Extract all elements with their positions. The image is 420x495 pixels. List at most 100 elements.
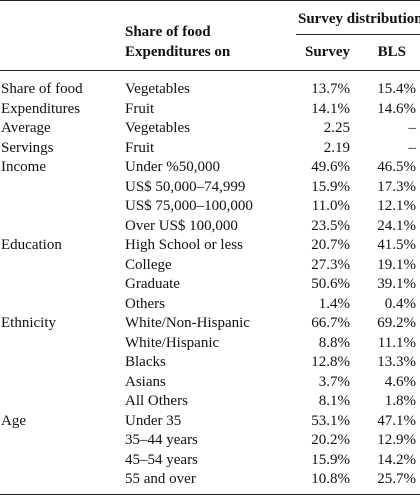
row-survey-value: 23.5% bbox=[311, 217, 350, 234]
header-bottom-rule bbox=[0, 70, 420, 71]
row-category-label: White/Hispanic bbox=[125, 334, 220, 351]
row-bls-value: 25.7% bbox=[377, 471, 416, 487]
header-survey-distribution: Survey distribution bbox=[298, 11, 420, 27]
row-group-label: Share of food bbox=[1, 81, 83, 97]
table-row: White/Hispanic 8.8% 11.1% bbox=[0, 333, 420, 353]
row-category-label: Fruit bbox=[125, 139, 155, 156]
row-survey-value: 8.8% bbox=[318, 334, 350, 351]
row-bls-value: 12.9% bbox=[377, 432, 416, 448]
row-bls-value: 19.1% bbox=[377, 256, 416, 273]
table-row: US$ 75,000–100,000 11.0% 12.1% bbox=[0, 196, 420, 216]
row-bls-value: 1.8% bbox=[384, 393, 416, 409]
table-row: Share of food Vegetables 13.7% 15.4% bbox=[0, 79, 420, 99]
row-survey-value: 14.1% bbox=[311, 100, 350, 117]
row-category-label: Fruit bbox=[125, 100, 155, 117]
row-group-label: Income bbox=[1, 159, 46, 175]
row-survey-value: 10.8% bbox=[311, 471, 350, 487]
table-row: College 27.3% 19.1% bbox=[0, 255, 420, 275]
row-category-label: High School or less bbox=[125, 237, 243, 253]
row-category-label: US$ 50,000–74,999 bbox=[125, 178, 246, 195]
row-survey-value: 2.25 bbox=[323, 120, 350, 136]
row-category-label: Graduate bbox=[125, 276, 180, 292]
table-row: US$ 50,000–74,999 15.9% 17.3% bbox=[0, 177, 420, 197]
table-row: Graduate 50.6% 39.1% bbox=[0, 274, 420, 294]
table-row: Ethnicity White/Non-Hispanic 66.7% 69.2% bbox=[0, 313, 420, 333]
row-survey-value: 15.9% bbox=[311, 178, 350, 195]
row-bls-value: 47.1% bbox=[377, 412, 416, 429]
row-bls-value: 15.4% bbox=[377, 81, 416, 97]
row-group-label: Expenditures bbox=[1, 100, 81, 117]
row-survey-value: 11.0% bbox=[311, 198, 350, 214]
row-group-label: Servings bbox=[1, 139, 54, 156]
row-bls-value: 46.5% bbox=[377, 159, 416, 175]
row-category-label: College bbox=[125, 256, 172, 273]
row-bls-value: 17.3% bbox=[377, 178, 416, 195]
row-category-label: Others bbox=[125, 295, 165, 312]
row-category-label: Vegetables bbox=[125, 81, 190, 97]
row-bls-value: 4.6% bbox=[384, 373, 416, 390]
row-survey-value: 1.4% bbox=[318, 295, 350, 312]
table-row: Servings Fruit 2.19 – bbox=[0, 138, 420, 158]
table-row: Blacks 12.8% 13.3% bbox=[0, 352, 420, 372]
header-category-line2: Expenditures on bbox=[125, 44, 231, 60]
row-bls-value: 12.1% bbox=[377, 198, 416, 214]
row-survey-value: 50.6% bbox=[311, 276, 350, 292]
row-category-label: US$ 75,000–100,000 bbox=[125, 198, 253, 214]
header-category-line1: Share of food bbox=[125, 24, 211, 40]
row-bls-value: 39.1% bbox=[377, 276, 416, 292]
table-row: Asians 3.7% 4.6% bbox=[0, 372, 420, 392]
header-bls: BLS bbox=[377, 44, 406, 60]
row-category-label: Over US$ 100,000 bbox=[125, 217, 238, 234]
row-group-label: Education bbox=[1, 237, 62, 253]
row-category-label: 55 and over bbox=[125, 471, 196, 487]
row-survey-value: 8.1% bbox=[318, 393, 350, 409]
row-category-label: White/Non-Hispanic bbox=[125, 315, 250, 331]
table-row: Expenditures Fruit 14.1% 14.6% bbox=[0, 99, 420, 119]
row-survey-value: 53.1% bbox=[311, 412, 350, 429]
row-bls-value: 24.1% bbox=[377, 217, 416, 234]
row-category-label: Blacks bbox=[125, 354, 166, 370]
table-row: Income Under %50,000 49.6% 46.5% bbox=[0, 157, 420, 177]
table-row: 35–44 years 20.2% 12.9% bbox=[0, 430, 420, 450]
table-row: 45–54 years 15.9% 14.2% bbox=[0, 450, 420, 470]
row-survey-value: 49.6% bbox=[311, 159, 350, 175]
row-survey-value: 2.19 bbox=[323, 139, 350, 156]
row-category-label: Under %50,000 bbox=[125, 159, 220, 175]
row-bls-value: 0.4% bbox=[384, 295, 416, 312]
row-bls-value: 11.1% bbox=[377, 334, 416, 351]
row-bls-value: 14.6% bbox=[377, 100, 416, 117]
table-row: Age Under 35 53.1% 47.1% bbox=[0, 411, 420, 431]
row-category-label: Vegetables bbox=[125, 120, 190, 136]
row-category-label: 35–44 years bbox=[125, 432, 198, 448]
row-bls-value: – bbox=[408, 120, 417, 136]
row-bls-value: 69.2% bbox=[377, 315, 416, 331]
row-bls-value: 13.3% bbox=[377, 354, 416, 370]
row-survey-value: 20.7% bbox=[311, 237, 350, 253]
row-group-label: Average bbox=[1, 120, 51, 136]
row-survey-value: 13.7% bbox=[311, 81, 350, 97]
row-category-label: All Others bbox=[125, 393, 188, 409]
table-row: Others 1.4% 0.4% bbox=[0, 294, 420, 314]
row-bls-value: 14.2% bbox=[377, 451, 416, 468]
table-top-rule bbox=[0, 0, 420, 1]
header-survey: Survey bbox=[305, 44, 350, 60]
table-row: 55 and over 10.8% 25.7% bbox=[0, 469, 420, 489]
row-group-label: Age bbox=[1, 412, 26, 429]
row-survey-value: 12.8% bbox=[311, 354, 350, 370]
row-category-label: 45–54 years bbox=[125, 451, 198, 468]
row-survey-value: 20.2% bbox=[311, 432, 350, 448]
row-category-label: Under 35 bbox=[125, 412, 182, 429]
table-row: Average Vegetables 2.25 – bbox=[0, 118, 420, 138]
table-row: Education High School or less 20.7% 41.5% bbox=[0, 235, 420, 255]
table-row: All Others 8.1% 1.8% bbox=[0, 391, 420, 411]
row-category-label: Asians bbox=[125, 373, 166, 390]
header-group-rule bbox=[296, 34, 420, 35]
row-group-label: Ethnicity bbox=[1, 315, 56, 331]
row-survey-value: 27.3% bbox=[311, 256, 350, 273]
row-survey-value: 3.7% bbox=[318, 373, 350, 390]
row-survey-value: 15.9% bbox=[311, 451, 350, 468]
row-survey-value: 66.7% bbox=[311, 315, 350, 331]
table-row: Over US$ 100,000 23.5% 24.1% bbox=[0, 216, 420, 236]
row-bls-value: – bbox=[408, 139, 417, 156]
